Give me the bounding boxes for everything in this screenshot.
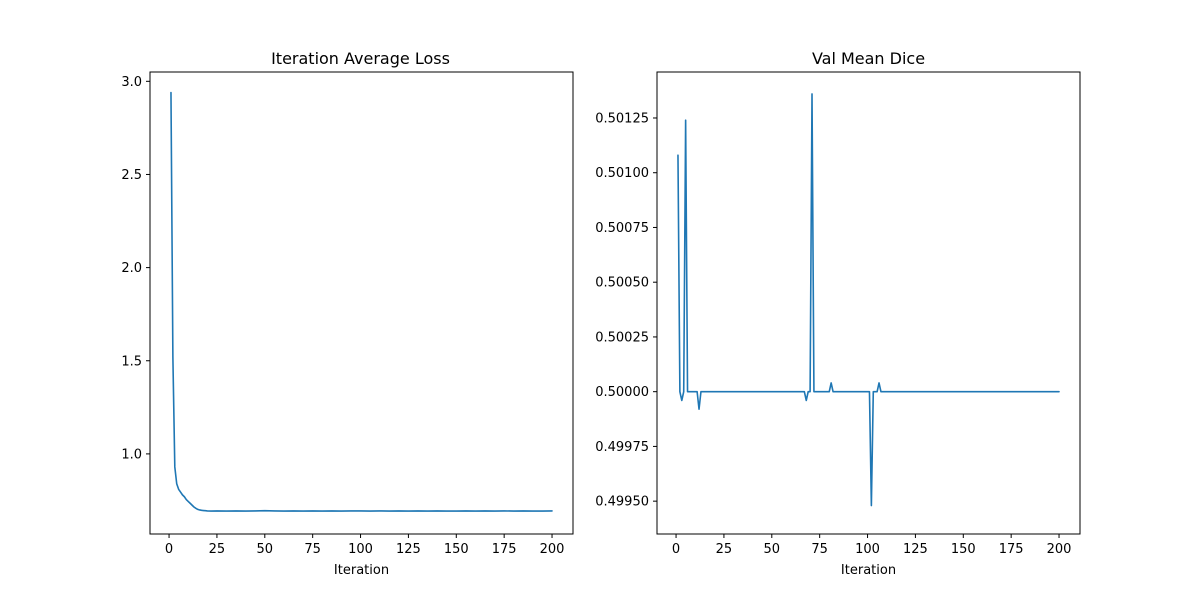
dice-chart-y-tick-label: 0.50050 [595,276,649,291]
dice-chart-y-tick-label: 0.50075 [595,221,649,236]
dice-chart-y-tick-label: 0.49975 [595,440,649,455]
loss-chart-x-axis-label: Iteration [334,563,389,578]
loss-chart: Iteration Average Loss 0 25 50 75 100 125 150 1… [121,49,574,578]
dice-chart-x-tick-label: 50 [764,542,781,557]
loss-chart-y-tick-label: 3.0 [121,75,142,90]
dice-chart-frame [656,71,1081,535]
dice-chart-y-tick-label: 0.50100 [595,166,649,181]
loss-chart-marks: 0 25 50 75 100 125 150 175 200 1.0 1.5 2.0 2.5 3.0 [121,75,564,557]
loss-chart-x-tick-label: 125 [396,542,421,557]
dice-chart-x-tick-label: 200 [1047,542,1072,557]
loss-chart-x-tick-label: 75 [304,542,321,557]
dice-chart-x-tick-label: 25 [716,542,733,557]
loss-chart-x-tick-label: 200 [540,542,565,557]
loss-chart-x-tick-label: 25 [209,542,226,557]
loss-chart-series-line [170,91,553,512]
dice-chart-x-tick-label: 100 [855,542,880,557]
dice-chart-y-tick-label: 0.50125 [595,111,649,126]
loss-chart-y-tick-label: 2.5 [121,168,142,183]
dice-chart-y-tick-label: 0.50025 [595,330,649,345]
dice-chart-y-tick-label: 0.49950 [595,495,649,510]
dice-chart-x-axis-label: Iteration [841,563,896,578]
loss-chart-frame [149,71,574,535]
dice-chart-marks: 0 25 50 75 100 125 150 175 200 0.49950 0.49975 0.50… [595,93,1072,557]
loss-chart-y-tick-label: 1.0 [121,447,142,462]
loss-chart-x-tick-label: 175 [492,542,517,557]
loss-chart-x-tick-label: 50 [257,542,274,557]
dice-chart-x-tick-label: 0 [672,542,680,557]
dice-chart-x-tick-label: 125 [903,542,928,557]
dice-chart-x-tick-label: 150 [951,542,976,557]
dice-chart: Val Mean Dice 0 25 50 75 100 125 150 175 200 0.49… [595,49,1081,578]
loss-chart-y-tick-label: 2.0 [121,261,142,276]
dice-chart-title: Val Mean Dice [812,49,925,68]
dice-chart-x-tick-label: 175 [999,542,1024,557]
loss-chart-title: Iteration Average Loss [271,49,450,68]
dice-chart-y-tick-label: 0.50000 [595,385,649,400]
loss-chart-y-tick-label: 1.5 [121,354,142,369]
dice-chart-x-tick-label: 75 [811,542,828,557]
loss-chart-x-tick-label: 100 [348,542,373,557]
loss-chart-x-tick-label: 0 [165,542,173,557]
loss-chart-x-tick-label: 150 [444,542,469,557]
dice-chart-series-line [677,93,1060,507]
